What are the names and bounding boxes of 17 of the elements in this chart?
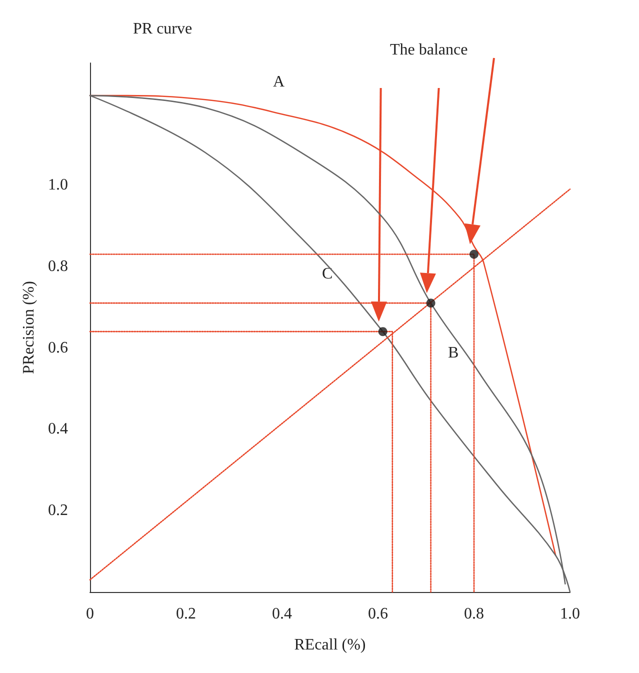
x-tick-label: 0.8 — [464, 606, 484, 622]
x-tick-label: 0.4 — [272, 606, 292, 622]
y-axis-title: PRecision (%) — [20, 281, 38, 374]
chart-title: PR curve — [133, 20, 192, 38]
y-tick-label: 0.2 — [48, 502, 68, 520]
y-tick-label: 0.8 — [48, 258, 68, 275]
y-tick-label: 1.0 — [48, 176, 68, 194]
y-tick-label: 0.6 — [48, 339, 68, 356]
x-axis-title: REcall (%) — [294, 636, 366, 654]
x-tick-label: 0.2 — [176, 606, 196, 622]
annotation: B — [448, 344, 459, 362]
y-tick-label: 0.4 — [48, 420, 68, 438]
x-tick-label: 1.0 — [560, 606, 580, 622]
x-tick-label: 0.6 — [368, 606, 388, 622]
text: The balance — [390, 42, 468, 58]
annotation: A — [273, 74, 285, 90]
x-tick-label: 0 — [86, 606, 94, 622]
